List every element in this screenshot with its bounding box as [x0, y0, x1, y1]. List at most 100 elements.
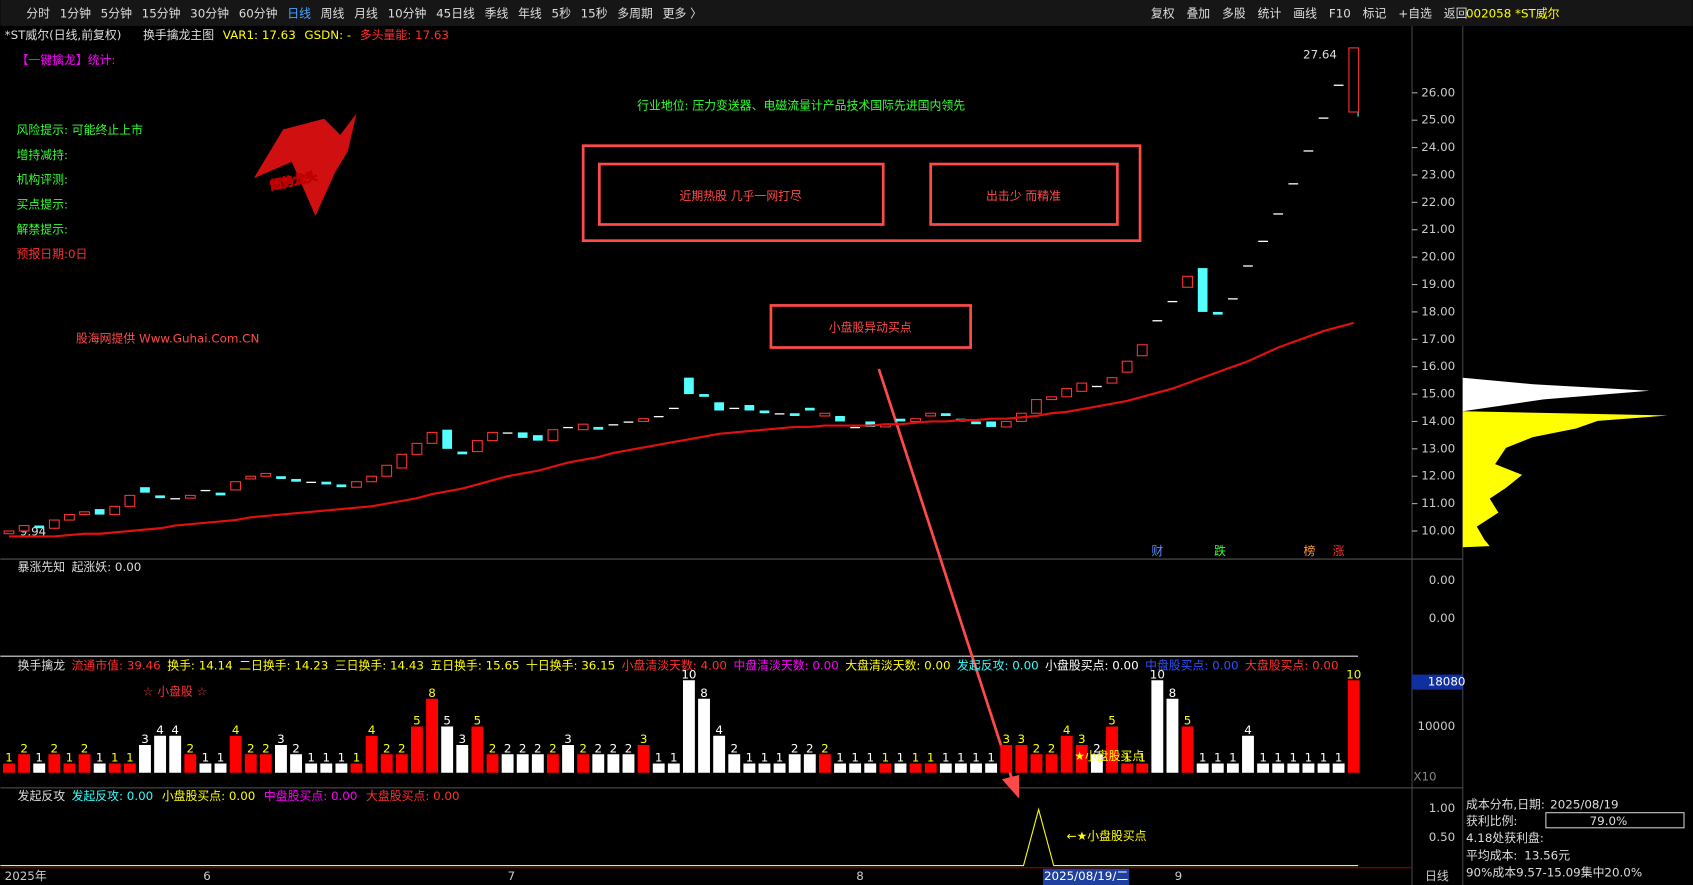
volume-label: 1: [942, 751, 950, 765]
volume-label: 1: [5, 751, 13, 765]
volume-label: 5: [1184, 714, 1192, 728]
period-tab[interactable]: 10分钟: [388, 7, 427, 21]
tool-button[interactable]: 叠加: [1186, 7, 1210, 21]
candle-down: [336, 484, 347, 488]
candle-down: [714, 402, 725, 411]
period-tab[interactable]: 60分钟: [239, 7, 278, 21]
tool-button[interactable]: 多股: [1222, 7, 1246, 21]
volume-bar: [834, 763, 846, 773]
tool-button[interactable]: 返回: [1444, 7, 1468, 21]
volume-label: 4: [156, 723, 164, 737]
promo-box-text: 近期热股 几乎一网打尽: [680, 189, 803, 203]
candle-down: [1212, 311, 1223, 315]
volume-bar: [939, 763, 952, 773]
candle-down: [744, 405, 755, 411]
volume-bar: [108, 763, 121, 773]
volume-bar: [1151, 680, 1164, 773]
volume-bar: [1015, 745, 1028, 773]
candle-flat: [306, 481, 317, 483]
cost-range: 90%成本9.57-15.09集中20.0%: [1466, 866, 1642, 880]
candle-up: [577, 423, 589, 431]
candle-up: [426, 431, 438, 444]
period-tab[interactable]: 15秒: [581, 7, 608, 21]
period-tab[interactable]: 30分钟: [190, 7, 229, 21]
volume-bar: [1302, 763, 1315, 773]
volume-label: 1: [35, 751, 43, 765]
candle-down: [517, 432, 528, 438]
volume-label: 10: [681, 667, 696, 681]
tool-button[interactable]: +自选: [1398, 7, 1432, 21]
promo-frame: [581, 144, 1142, 243]
tool-button[interactable]: 标记: [1363, 7, 1387, 21]
candle-flat: [774, 413, 785, 415]
volume-bar: [1226, 763, 1239, 773]
cursor-date: 2025/08/19/二: [1044, 869, 1128, 883]
period-tab[interactable]: 45日线: [436, 7, 475, 21]
period-tab[interactable]: 日线: [287, 7, 311, 21]
volume-bar: [637, 745, 650, 773]
period-tab[interactable]: 1分钟: [60, 7, 91, 21]
panel-stat: 小盘股买点: 0.00: [162, 789, 255, 803]
volume-bar: [1106, 726, 1118, 773]
volume-label: 1: [776, 751, 784, 765]
volume-bar: [864, 763, 877, 773]
indicator-name: 换手擒龙主图: [143, 28, 214, 42]
volume-bar: [1090, 754, 1103, 773]
volume-label: 1: [897, 751, 905, 765]
volume-label: 2: [806, 741, 814, 755]
volume-bar: [682, 680, 695, 773]
event-marker: 涨: [1333, 544, 1345, 558]
candle-down: [155, 495, 165, 499]
panel-stat: 小盘股买点: 0.00: [1045, 658, 1138, 672]
tool-button[interactable]: 画线: [1293, 7, 1317, 21]
candle-flat: [1273, 213, 1284, 215]
panel-stat: 大盘股买点: 0.00: [1245, 658, 1338, 672]
candle-down: [140, 487, 150, 493]
period-tab[interactable]: 年线: [518, 7, 542, 21]
period-tab[interactable]: 更多 〉: [663, 7, 702, 21]
tool-button[interactable]: F10: [1329, 7, 1351, 21]
volume-label: 1: [670, 751, 678, 765]
volume-bar: [531, 754, 544, 773]
period-tab[interactable]: 季线: [485, 7, 509, 21]
tool-button[interactable]: 统计: [1258, 7, 1282, 21]
volume-bar: [456, 745, 469, 773]
period-tab[interactable]: 15分钟: [142, 7, 181, 21]
cursor-date-box: [1042, 868, 1130, 885]
note: 预报日期:0日: [17, 247, 88, 261]
period-tab[interactable]: 分时: [26, 7, 50, 21]
promo-box: [597, 162, 885, 226]
period-tab[interactable]: 5分钟: [101, 7, 132, 21]
volume-axis-box: [1412, 674, 1463, 690]
volume-label: 4: [368, 723, 376, 737]
promo-text: 股海网提供 Www.Guhai.Com.CN: [76, 331, 259, 345]
volume-label: 1: [1335, 751, 1343, 765]
volume-label: 2: [519, 741, 527, 755]
volume-bar: [290, 754, 303, 773]
x-axis-label: 9: [1175, 869, 1183, 883]
volume-bar: [78, 754, 91, 773]
period-tab[interactable]: 多周期: [617, 7, 653, 21]
panel-stat: 发起反攻: 0.00: [957, 658, 1039, 672]
tool-button[interactable]: 复权: [1151, 7, 1175, 21]
panel-stat: 大盘清淡天数: 0.00: [845, 658, 950, 672]
candle-flat: [1318, 117, 1329, 119]
volume-bar: [667, 763, 680, 773]
y-tick-label: 15.00: [1421, 387, 1455, 401]
volume-bar: [244, 754, 257, 773]
period-tab[interactable]: 月线: [354, 7, 378, 21]
volume-bar: [1196, 763, 1209, 773]
period-tab[interactable]: 周线: [321, 7, 345, 21]
candle-flat: [563, 426, 573, 429]
candle-flat: [1092, 385, 1102, 388]
candle-up: [471, 440, 483, 453]
candle-flat: [1167, 300, 1178, 303]
x-axis-label: 2025年: [5, 869, 47, 883]
volume-bar: [1060, 735, 1073, 773]
volume-bar: [1030, 754, 1043, 773]
volume-bar: [184, 754, 197, 773]
candle-up: [381, 464, 393, 477]
volume-bar: [547, 754, 559, 773]
volume-label: 1: [1290, 751, 1298, 765]
period-tab[interactable]: 5秒: [552, 7, 572, 21]
